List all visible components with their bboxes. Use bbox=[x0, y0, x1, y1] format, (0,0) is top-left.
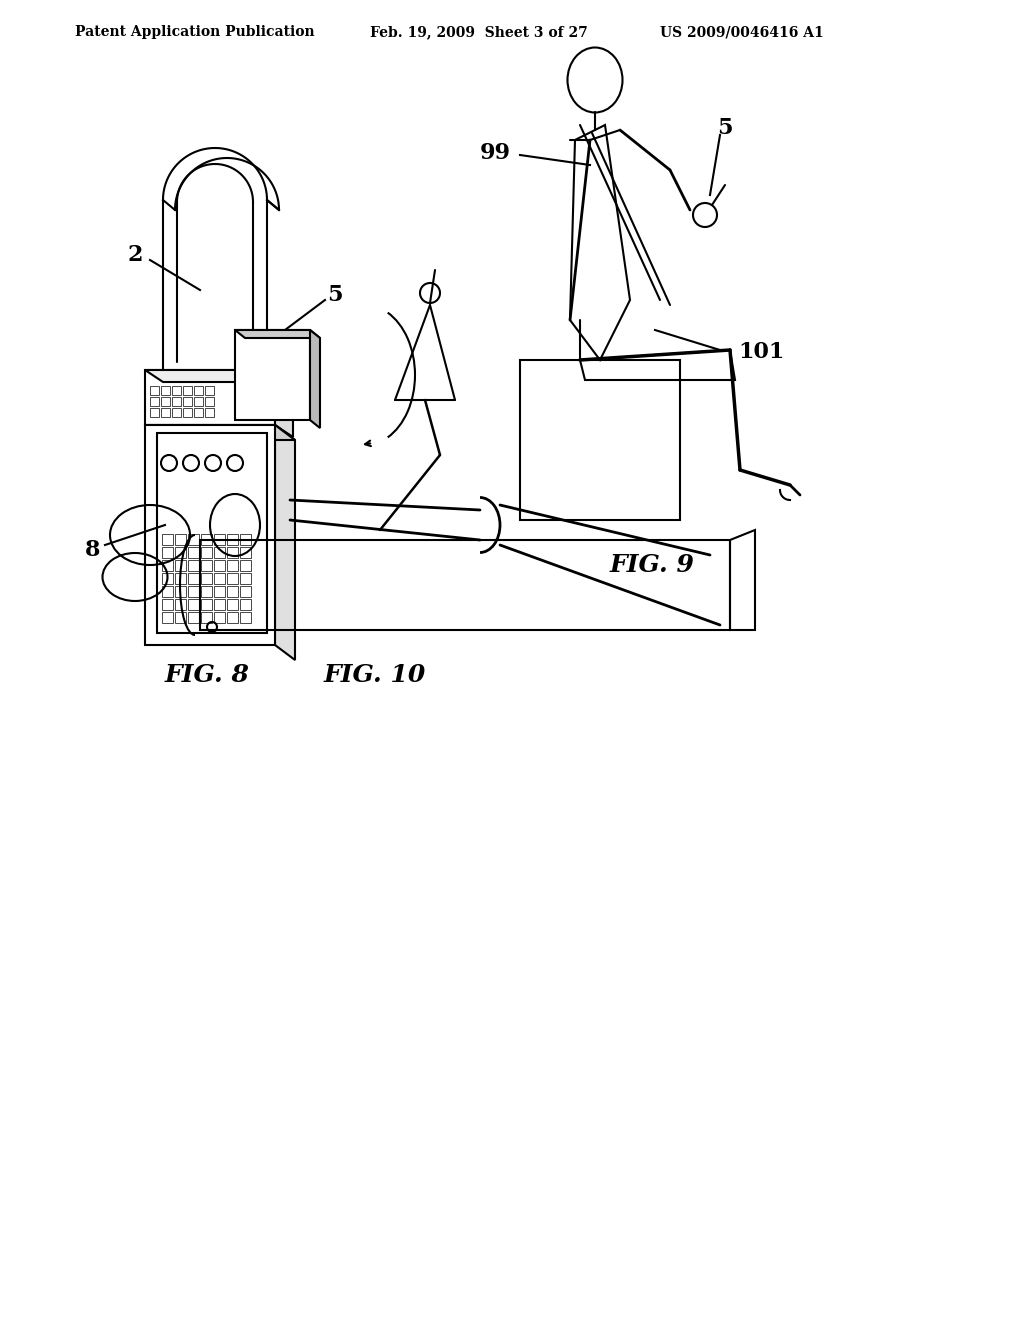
Polygon shape bbox=[145, 425, 275, 645]
Text: 5: 5 bbox=[328, 284, 343, 306]
Text: FIG. 8: FIG. 8 bbox=[165, 663, 250, 686]
Polygon shape bbox=[145, 370, 275, 425]
Text: 8: 8 bbox=[85, 539, 100, 561]
Polygon shape bbox=[310, 330, 319, 428]
Text: Patent Application Publication: Patent Application Publication bbox=[75, 25, 314, 40]
Polygon shape bbox=[145, 425, 295, 440]
Text: 99: 99 bbox=[479, 143, 511, 164]
Text: 5: 5 bbox=[717, 117, 733, 139]
Text: FIG. 9: FIG. 9 bbox=[610, 553, 695, 577]
Text: Feb. 19, 2009  Sheet 3 of 27: Feb. 19, 2009 Sheet 3 of 27 bbox=[370, 25, 588, 40]
Polygon shape bbox=[234, 330, 310, 420]
Polygon shape bbox=[145, 370, 293, 381]
Text: 101: 101 bbox=[738, 341, 784, 363]
Polygon shape bbox=[234, 330, 319, 338]
Text: 2: 2 bbox=[127, 244, 142, 267]
Text: US 2009/0046416 A1: US 2009/0046416 A1 bbox=[660, 25, 823, 40]
Polygon shape bbox=[275, 425, 295, 660]
Text: FIG. 10: FIG. 10 bbox=[324, 663, 426, 686]
Polygon shape bbox=[275, 370, 293, 437]
